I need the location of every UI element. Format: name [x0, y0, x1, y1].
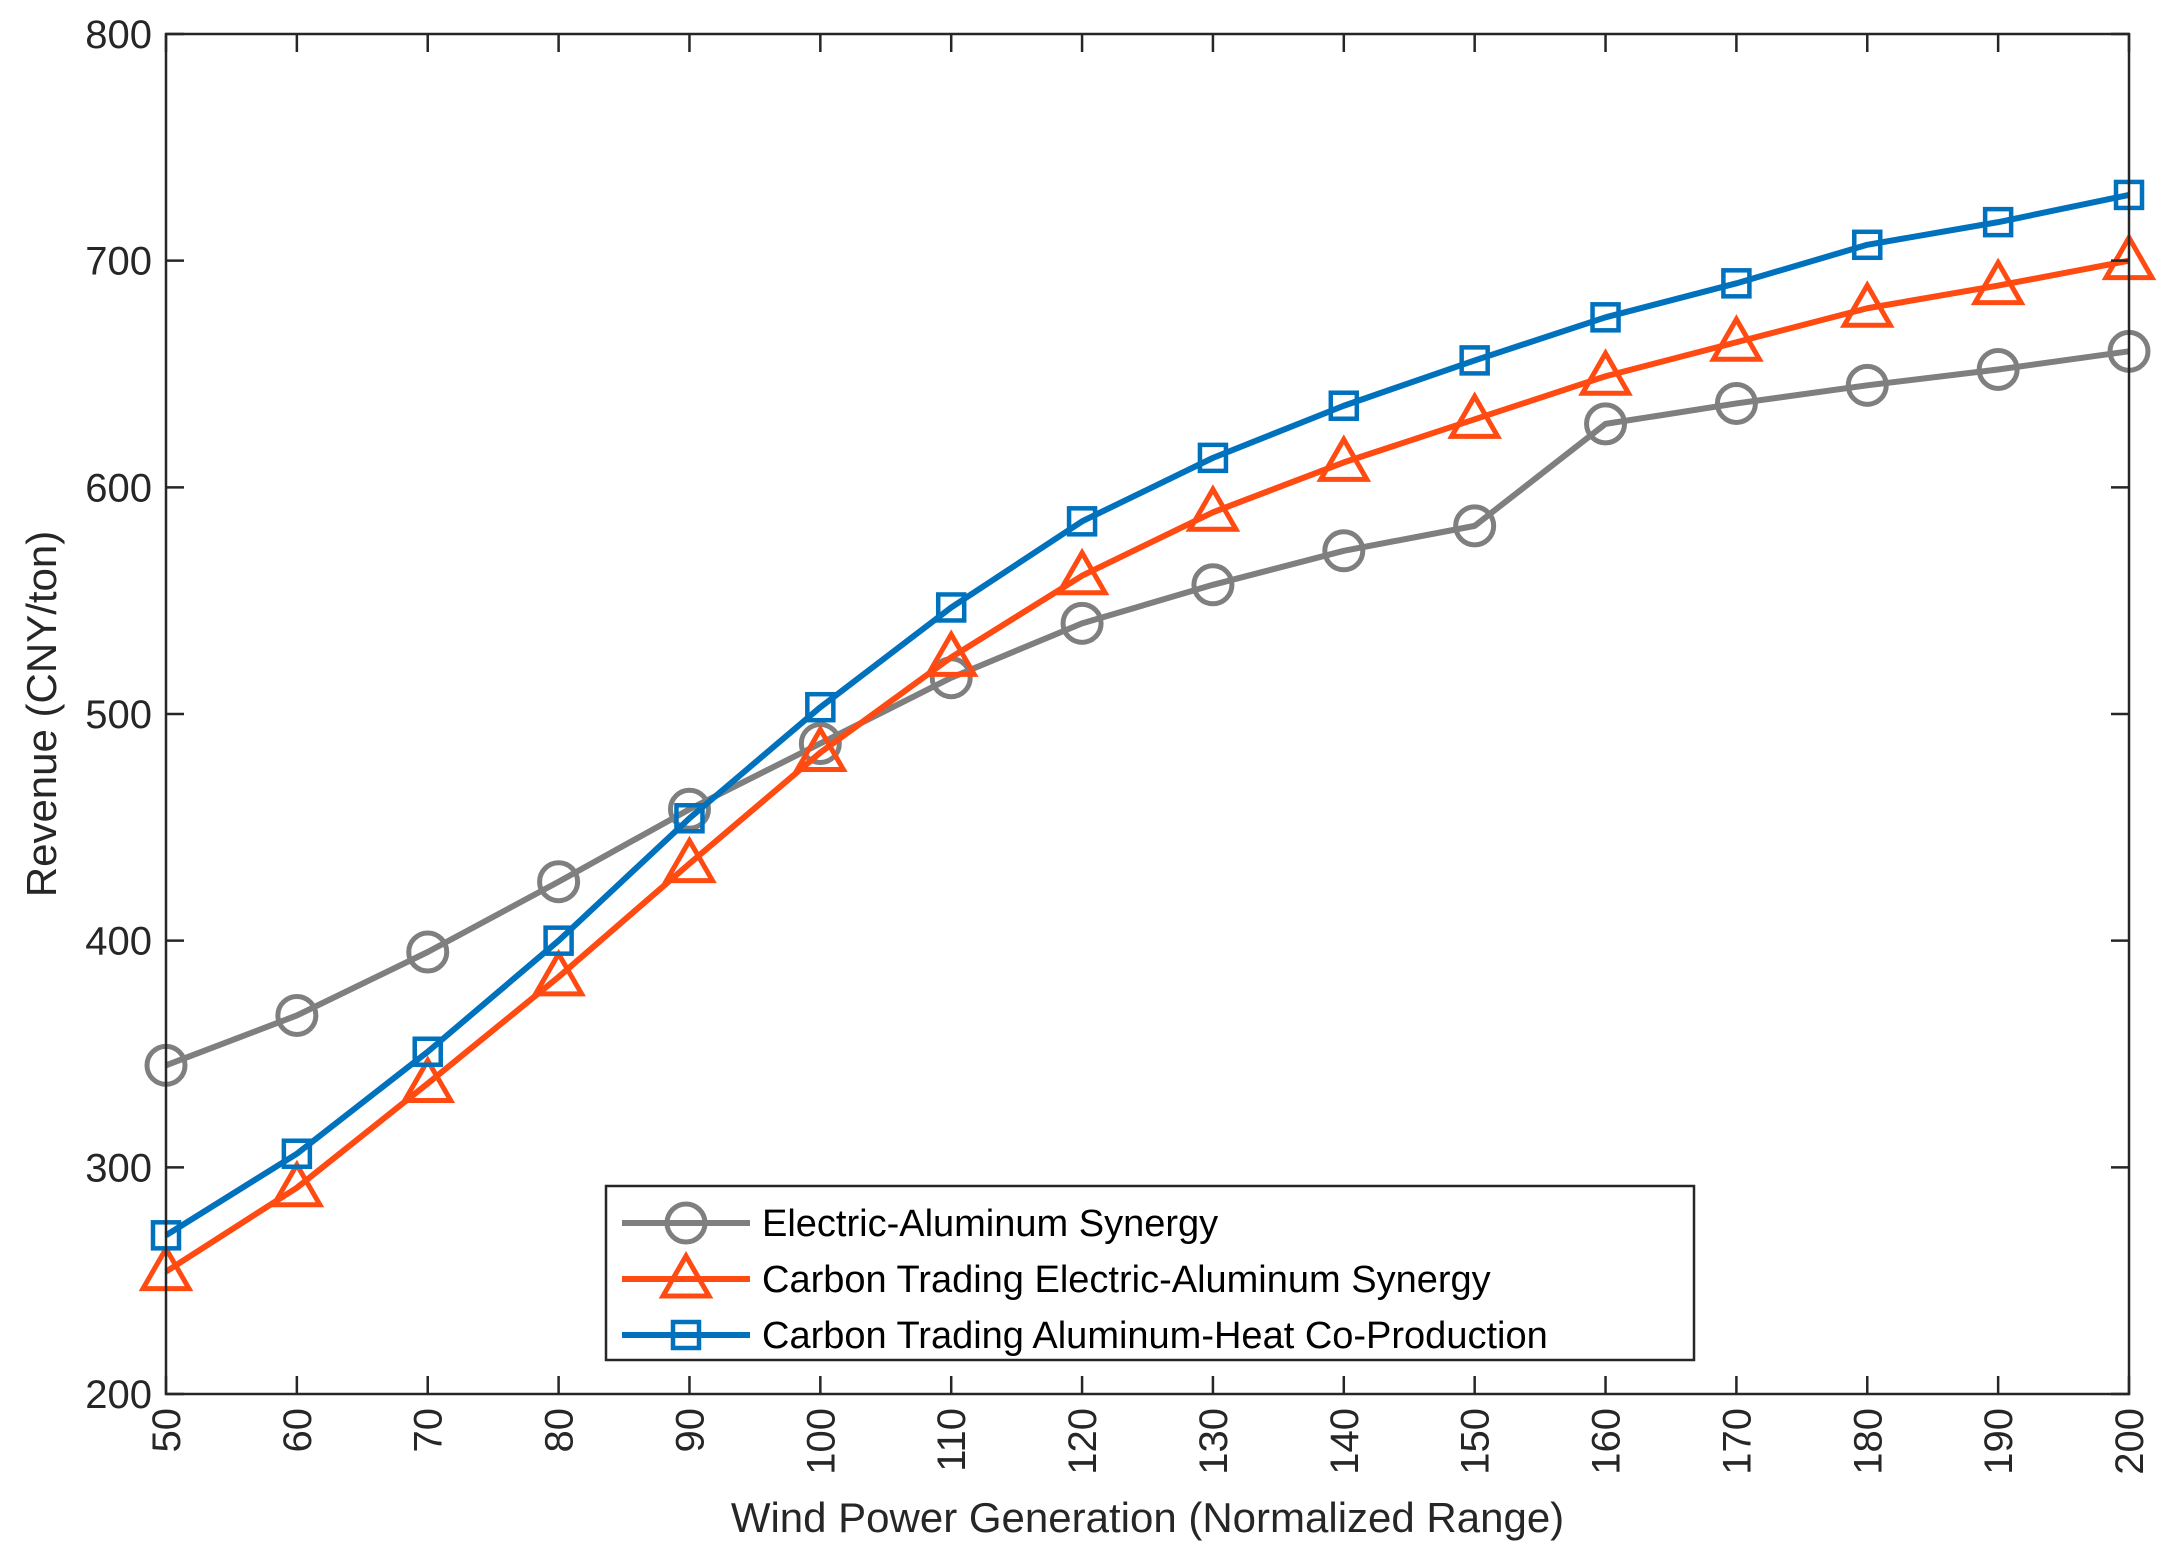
- legend-marker-triangle: [658, 1250, 714, 1299]
- x-axis-tick-labels: 50 60 70 80 90 100 110 120 130 140 150 160 170 180 190…: [145, 1408, 2152, 1475]
- data-point-circle: [1845, 363, 1889, 407]
- x-tick-label: 60: [276, 1408, 320, 1453]
- legend-marker-circle: [664, 1201, 708, 1245]
- data-point-circle: [1322, 529, 1366, 573]
- x-tick-label: 190: [1977, 1408, 2021, 1475]
- data-point-circle: [667, 787, 711, 831]
- data-point-square: [805, 691, 836, 723]
- data-point-square: [1590, 302, 1621, 333]
- x-tick-label: 150: [1454, 1408, 1498, 1475]
- data-point-circle: [1453, 504, 1497, 548]
- y-tick-label: 600: [85, 466, 152, 510]
- legend-marker-square: [670, 1319, 702, 1351]
- data-point-circle: [798, 721, 842, 765]
- x-tick-label: 170: [1715, 1408, 1759, 1475]
- series-square: [150, 179, 2145, 1251]
- legend-item: Carbon Trading Electric-Aluminum Synergy: [622, 1250, 1491, 1301]
- x-tick-label: 90: [668, 1408, 712, 1453]
- data-point-square: [935, 592, 967, 623]
- data-point-circle: [1976, 347, 2020, 391]
- data-point-triangle: [793, 724, 848, 773]
- y-tick-label: 700: [85, 240, 152, 284]
- x-tick-label: 50: [145, 1408, 189, 1453]
- series-line: [164, 191, 2130, 1238]
- data-point-triangle: [1839, 280, 1895, 328]
- data-point-circle: [275, 993, 319, 1037]
- data-point-square: [281, 1138, 313, 1169]
- x-tick-label: 80: [538, 1408, 582, 1453]
- data-point-square: [543, 925, 574, 956]
- data-point-circle: [406, 930, 450, 974]
- data-point-circle: [1191, 563, 1235, 607]
- data-point-triangle: [531, 948, 586, 997]
- data-point-circle: [1714, 381, 1758, 425]
- data-point-triangle: [400, 1055, 456, 1103]
- data-point-triangle: [1316, 434, 1372, 482]
- y-tick-label: 400: [85, 920, 152, 964]
- data-point-square: [412, 1036, 443, 1067]
- data-point-square: [1066, 506, 1098, 537]
- series-layer: [138, 179, 2157, 1292]
- data-point-triangle: [1447, 391, 1502, 439]
- y-axis-title: Revenue (CNY/ton): [18, 531, 65, 898]
- series-line: [164, 348, 2130, 1069]
- data-point-square: [1982, 206, 2014, 238]
- data-point-triangle: [269, 1159, 325, 1208]
- x-tick-label: 200: [2108, 1408, 2152, 1475]
- data-point-square: [1721, 268, 1752, 299]
- series-circle: [144, 329, 2151, 1087]
- x-tick-label: 130: [1192, 1408, 1236, 1475]
- data-point-triangle: [1970, 257, 2026, 306]
- y-axis-tick-labels: 200 300 400 500 600 700 800: [85, 13, 152, 1417]
- data-point-square: [1328, 390, 1360, 421]
- legend-item: Electric-Aluminum Synergy: [622, 1201, 1218, 1245]
- x-tick-label: 180: [1846, 1408, 1890, 1475]
- data-point-triangle: [1578, 348, 1633, 396]
- y-tick-label: 200: [85, 1373, 152, 1417]
- x-tick-label: 70: [407, 1408, 451, 1453]
- data-point-square: [1852, 229, 1883, 261]
- data-point-circle: [1060, 601, 1104, 645]
- legend-label: Carbon Trading Aluminum-Heat Co-Producti…: [762, 1315, 1548, 1357]
- legend-label: Electric-Aluminum Synergy: [762, 1203, 1218, 1245]
- data-point-circle: [537, 860, 581, 904]
- data-point-triangle: [1709, 314, 1764, 362]
- legend: Electric-Aluminum Synergy Carbon Trading …: [604, 1184, 1696, 1362]
- x-tick-label: 110: [930, 1408, 974, 1472]
- legend-label: Carbon Trading Electric-Aluminum Synergy: [762, 1259, 1491, 1301]
- legend-item: Carbon Trading Aluminum-Heat Co-Producti…: [622, 1315, 1548, 1357]
- x-tick-label: 140: [1323, 1408, 1367, 1475]
- data-point-triangle: [923, 629, 979, 677]
- data-point-triangle: [1185, 484, 1241, 532]
- data-point-triangle: [662, 835, 717, 884]
- y-tick-label: 500: [85, 693, 152, 737]
- data-point-square: [674, 803, 705, 834]
- y-tick-label: 300: [85, 1146, 152, 1190]
- data-point-square: [1459, 345, 1490, 376]
- data-point-circle: [1584, 402, 1628, 446]
- x-tick-label: 100: [799, 1408, 843, 1475]
- x-tick-label: 120: [1061, 1408, 1105, 1475]
- axis-ticks: [164, 32, 2131, 1396]
- data-point-triangle: [1054, 547, 1110, 596]
- y-tick-label: 800: [85, 13, 152, 57]
- series-line: [164, 257, 2130, 1275]
- legend-box: [604, 1184, 1696, 1362]
- x-tick-label: 160: [1585, 1408, 1629, 1475]
- data-point-square: [1197, 442, 1229, 474]
- x-axis-title: Wind Power Generation (Normalized Range): [731, 1494, 1564, 1541]
